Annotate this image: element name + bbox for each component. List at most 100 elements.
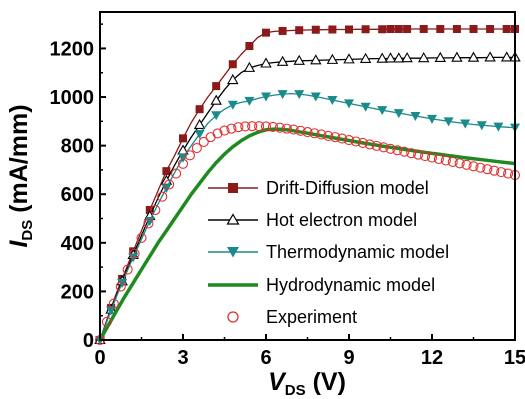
data-point (385, 143, 396, 154)
data-point (378, 25, 387, 34)
series-line (99, 28, 515, 341)
data-point (482, 164, 493, 175)
data-point (227, 100, 238, 110)
x-tick-label: 3 (177, 347, 188, 369)
legend-entry-hot-electron: Hot electron model (208, 210, 417, 230)
data-point (447, 156, 458, 167)
data-point (277, 90, 288, 100)
data-point (343, 53, 355, 64)
y-tick-label: 400 (61, 233, 94, 255)
data-point (420, 151, 431, 162)
legend-label: Experiment (266, 307, 357, 327)
data-point (243, 61, 256, 72)
x-tick-label: 9 (343, 347, 354, 369)
y-axis-label-sub: DS (19, 220, 36, 241)
y-tick-label: 200 (61, 281, 94, 303)
x-axis-label-main: V (268, 368, 287, 396)
data-point (177, 158, 189, 169)
legend-entry-experiment: Experiment (227, 307, 357, 327)
data-point (413, 149, 424, 160)
y-tick-label: 0 (83, 330, 94, 352)
data-point (295, 26, 304, 35)
data-point (436, 25, 445, 34)
data-point (261, 92, 271, 102)
y-axis-label-main: I (5, 240, 33, 248)
data-point (384, 52, 397, 63)
data-point (475, 162, 486, 173)
legend-swatch-marker (226, 213, 240, 225)
data-point (344, 99, 354, 109)
data-point (427, 114, 437, 124)
data-point (210, 94, 222, 105)
data-point (371, 140, 382, 151)
data-point (394, 25, 403, 34)
data-point (392, 145, 403, 156)
data-point (228, 60, 237, 69)
series-line (99, 56, 515, 341)
data-point (179, 134, 187, 143)
data-point (191, 143, 202, 154)
data-point (357, 137, 368, 149)
data-point (434, 51, 447, 62)
data-point (343, 134, 355, 146)
data-point (310, 54, 322, 65)
data-point (267, 121, 278, 132)
data-point (219, 125, 230, 136)
legend-label: Thermodynamic model (266, 242, 449, 262)
y-tick-label: 600 (61, 184, 94, 206)
data-point (361, 25, 370, 34)
data-point (294, 90, 305, 100)
data-point (212, 128, 223, 139)
data-point (401, 52, 413, 63)
data-point (328, 25, 337, 34)
data-point (247, 121, 258, 132)
data-point (101, 316, 112, 327)
legend-label: Hydrodynamic model (266, 275, 435, 295)
data-point (327, 95, 338, 105)
data-point (323, 130, 334, 141)
legend-swatch-marker (227, 311, 239, 323)
legend-entry-hydrodynamic: Hydrodynamic model (208, 275, 435, 295)
x-axis-label-unit: (V) (306, 368, 346, 396)
data-point (211, 111, 222, 121)
data-point (467, 51, 480, 62)
data-point (461, 159, 472, 170)
data-point (359, 52, 372, 63)
data-point (195, 105, 204, 114)
ticks-layer: 0 3 6 9 12 15 0 200 400 600 800 1000 1200 (50, 23, 525, 369)
legend-label: Drift-Diffusion model (266, 178, 429, 198)
legend: Drift-Diffusion model Hot electron model… (208, 178, 449, 327)
data-point (378, 142, 389, 153)
data-point (500, 51, 513, 62)
series-3 (98, 127, 516, 341)
data-point (136, 232, 147, 244)
data-point (406, 148, 417, 159)
data-point (419, 25, 428, 34)
y-tick-label: 1000 (50, 87, 95, 109)
data-point (244, 96, 255, 106)
x-axis-label: VDS (V) (268, 368, 346, 399)
data-point (496, 167, 507, 178)
data-point (493, 122, 504, 132)
y-axis-label-unit: (mA/mm) (5, 104, 33, 219)
data-point (426, 152, 438, 163)
data-point (157, 191, 168, 202)
data-point (254, 121, 265, 132)
legend-label: Hot electron model (266, 210, 417, 230)
x-axis-label-sub: DS (285, 382, 306, 399)
data-point (302, 126, 313, 138)
y-axis-label: IDS (mA/mm) (5, 104, 36, 247)
legend-swatch-marker (227, 247, 239, 258)
data-point (260, 121, 272, 132)
data-point (377, 106, 388, 116)
data-point (171, 168, 182, 179)
data-point (360, 102, 371, 112)
data-point (226, 123, 237, 134)
data-point (108, 298, 119, 309)
data-point (433, 153, 444, 165)
legend-swatch-marker (228, 183, 238, 193)
data-point (288, 124, 299, 135)
data-point (417, 52, 430, 63)
data-point (469, 25, 478, 34)
data-point (198, 136, 209, 148)
